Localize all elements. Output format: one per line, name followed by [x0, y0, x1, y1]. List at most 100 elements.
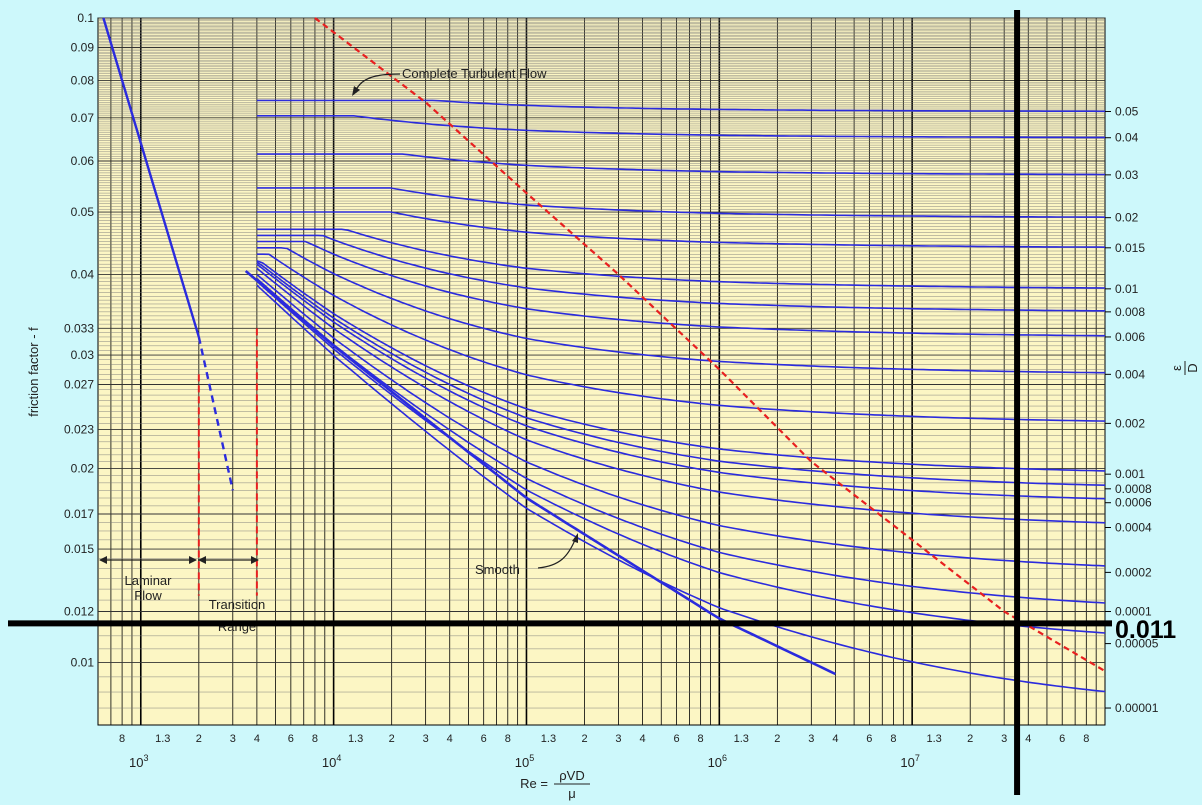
- x-tick-label: 1.3: [541, 733, 556, 745]
- y-tick-label: 0.1: [77, 11, 94, 25]
- x-decade-exponent: 7: [915, 753, 920, 763]
- roughness-label: 0.006: [1115, 330, 1145, 344]
- x-tick-label: 8: [890, 733, 896, 745]
- laminar-dashed-line: [197, 336, 234, 491]
- smooth-pipe-curve: [244, 270, 836, 676]
- x-tick-label: 4: [447, 733, 453, 745]
- roughness-curve: [256, 187, 1106, 218]
- x-tick-label: 3: [423, 733, 429, 745]
- y-tick-label: 0.027: [64, 378, 94, 392]
- special-lines: [102, 17, 1106, 676]
- roughness-label: 0.015: [1115, 241, 1145, 255]
- x-tick-label: 2: [774, 733, 780, 745]
- roughness-curve: [256, 253, 1106, 422]
- y-tick-label: 0.017: [64, 507, 94, 521]
- x-decade-base: 10: [322, 755, 336, 770]
- x-tick-label: 2: [389, 733, 395, 745]
- roughness-label: 0.04: [1115, 131, 1139, 145]
- roughness-curve: [256, 260, 1106, 472]
- roughness-curve: [256, 211, 1106, 248]
- roughness-curve: [256, 263, 1106, 500]
- x-decade-label: 103: [129, 753, 148, 770]
- plot-area: [97, 17, 1106, 726]
- x-decade-exponent: 4: [336, 753, 341, 763]
- x-tick-label: 1.3: [926, 733, 941, 745]
- x-tick-label: 8: [1083, 733, 1089, 745]
- roughness-curve: [256, 280, 1106, 634]
- x-axis-title-numerator: ρVD: [559, 768, 584, 783]
- roughness-curve: [256, 273, 1106, 567]
- x-tick-label: 6: [481, 733, 487, 745]
- x-tick-label: 2: [196, 733, 202, 745]
- x-tick-label: 1.3: [734, 733, 749, 745]
- y-tick-label: 0.01: [71, 656, 95, 670]
- laminar-line: [102, 17, 200, 338]
- x-tick-label: 8: [312, 733, 318, 745]
- roughness-label: 0.0001: [1115, 605, 1152, 619]
- x-decade-label: 106: [708, 753, 727, 770]
- roughness-label: 0.002: [1115, 416, 1145, 430]
- x-tick-label: 8: [119, 733, 125, 745]
- x-tick-label: 1.3: [348, 733, 363, 745]
- x-decade-exponent: 5: [529, 753, 534, 763]
- complete-turbulent-arrow-head: [352, 86, 360, 96]
- y-tick-label: 0.012: [64, 605, 94, 619]
- smooth-label: Smooth: [475, 562, 520, 577]
- x-decade-base: 10: [515, 755, 529, 770]
- roughness-labels: 0.05 0.04 0.03 0.02 0.015 0.01 0.008 0.006 0.004…: [1105, 105, 1159, 715]
- roughness-label: 0.0002: [1115, 565, 1152, 579]
- roughness-curve: [256, 99, 1105, 113]
- roughness-curve: [256, 228, 1106, 289]
- x-tick-label: 6: [1059, 733, 1065, 745]
- roughness-label: 0.0008: [1115, 482, 1152, 496]
- right-axis-title-denominator: D: [1185, 363, 1200, 372]
- x-tick-label: 3: [615, 733, 621, 745]
- right-axis-title: ε D: [1169, 361, 1200, 375]
- roughness-curve: [256, 284, 1106, 693]
- y-tick-label: 0.023: [64, 422, 94, 436]
- roughness-curves: [256, 99, 1106, 693]
- y-tick-label: 0.033: [64, 321, 94, 335]
- roughness-label: 0.05: [1115, 105, 1139, 119]
- smooth-arrow-head: [572, 533, 578, 543]
- laminar-label-2: Flow: [134, 588, 162, 603]
- right-axis-title-numerator: ε: [1169, 365, 1184, 371]
- y-axis-title: friction factor - f: [26, 327, 41, 417]
- x-decade-exponent: 3: [144, 753, 149, 763]
- y-tick-label: 0.06: [71, 154, 95, 168]
- roughness-curve: [256, 153, 1105, 176]
- x-tick-label: 1.3: [155, 733, 170, 745]
- laminar-arrow-right: [189, 556, 197, 564]
- roughness-label: 0.001: [1115, 467, 1145, 481]
- laminar-arrow-left: [99, 556, 107, 564]
- x-tick-label: 4: [640, 733, 646, 745]
- x-tick-label: 2: [967, 733, 973, 745]
- y-tick-label: 0.07: [71, 111, 95, 125]
- x-tick-label: 4: [254, 733, 260, 745]
- x-axis-title: Re = ρVD μ: [520, 768, 590, 801]
- x-decade-base: 10: [129, 755, 143, 770]
- y-tick-label: 0.03: [71, 348, 95, 362]
- y-tick-labels: 0.1 0.09 0.08 0.07 0.06 0.05 0.04 0.033 0.03 0.02…: [64, 11, 94, 670]
- roughness-curve: [256, 267, 1106, 524]
- roughness-label: 0.0006: [1115, 496, 1152, 510]
- x-tick-label: 3: [230, 733, 236, 745]
- roughness-curve: [256, 234, 1105, 312]
- y-tick-label: 0.05: [71, 205, 95, 219]
- x-tick-label: 3: [808, 733, 814, 745]
- x-axis-title-denominator: μ: [568, 786, 576, 801]
- x-decade-base: 10: [708, 755, 722, 770]
- x-decade-exponent: 6: [722, 753, 727, 763]
- x-tick-label: 6: [866, 733, 872, 745]
- x-decade-base: 10: [900, 755, 914, 770]
- transition-arrow-right: [251, 556, 259, 564]
- roughness-label: 0.0004: [1115, 520, 1152, 534]
- x-tick-label: 8: [505, 733, 511, 745]
- overlay-value-label: 0.011: [1115, 616, 1176, 644]
- roughness-label: 0.008: [1115, 305, 1145, 319]
- roughness-curve: [256, 115, 1105, 139]
- transition-label-1: Transition: [209, 597, 266, 612]
- x-tick-label: 3: [1001, 733, 1007, 745]
- y-tick-label: 0.02: [71, 462, 95, 476]
